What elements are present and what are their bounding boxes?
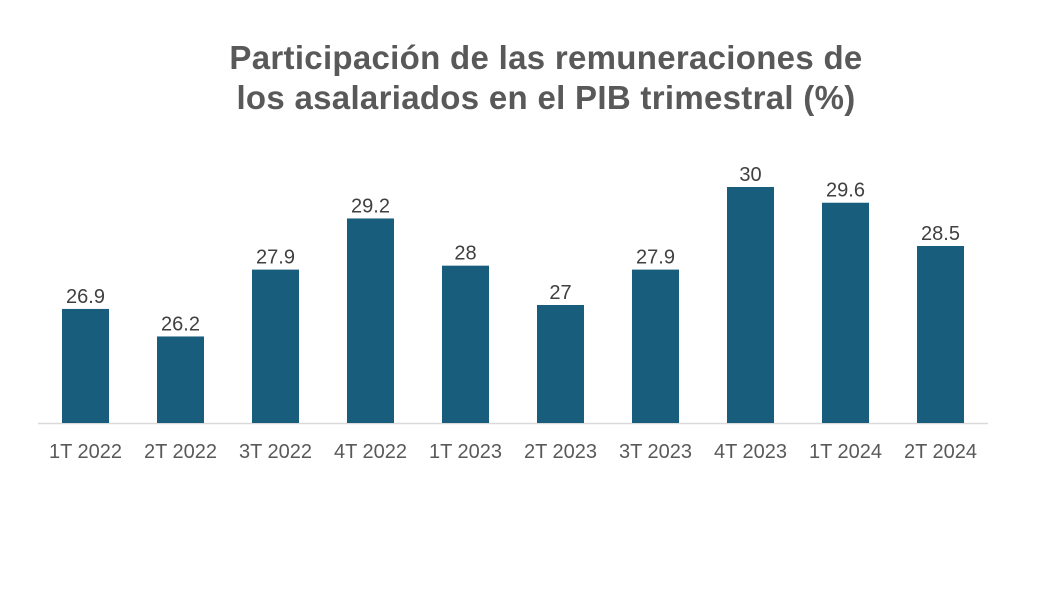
x-tick-label: 3T 2022 [239,441,312,463]
data-label: 27.9 [256,247,295,269]
bar-3t-2023 [632,269,679,423]
data-label: 27 [549,282,571,304]
bar-3t-2022 [252,269,299,423]
data-label: 29.6 [826,180,865,202]
bar-4t-2022 [347,218,394,423]
data-label: 26.2 [161,313,200,335]
bar-2t-2024 [917,246,964,423]
bar-2t-2022 [157,336,204,423]
bar-2t-2023 [537,305,584,423]
chart-title-line-1: Participación de las remuneraciones de [229,39,863,76]
bar-1t-2023 [442,265,489,423]
x-tick-label: 4T 2022 [334,441,407,463]
bar-4t-2023 [727,187,774,423]
x-tick-label: 1T 2023 [429,441,502,463]
bar-1t-2024 [822,202,869,423]
data-label: 28 [454,243,476,265]
x-tick-label: 2T 2023 [524,441,597,463]
data-label: 30 [739,164,761,186]
chart-title: Participación de las remuneraciones de l… [0,38,1058,118]
bar-1t-2022 [62,308,109,423]
x-tick-label: 4T 2023 [714,441,787,463]
data-label: 29.2 [351,195,390,217]
x-tick-label: 3T 2023 [619,441,692,463]
data-label: 27.9 [636,247,675,269]
x-tick-label: 1T 2024 [809,441,882,463]
chart-title-line-2: los asalariados en el PIB trimestral (%) [236,79,856,116]
x-tick-label: 1T 2022 [49,441,122,463]
data-label: 28.5 [921,223,960,245]
x-tick-label: 2T 2024 [904,441,977,463]
x-tick-label: 2T 2022 [144,441,217,463]
data-label: 26.9 [66,286,105,308]
